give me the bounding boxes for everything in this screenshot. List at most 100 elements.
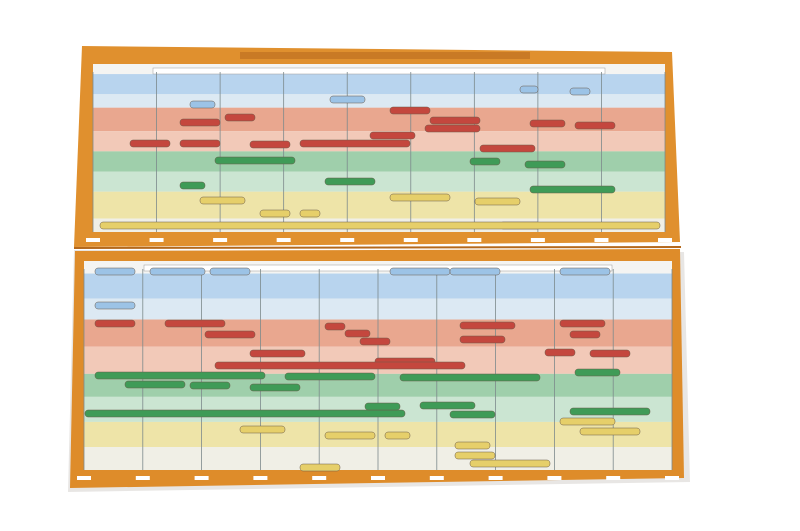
event-bar xyxy=(474,197,521,206)
event-bar xyxy=(99,221,661,230)
event-bar xyxy=(299,463,341,472)
event-bar xyxy=(199,196,246,205)
event-bar xyxy=(524,160,566,169)
event-bar xyxy=(359,337,391,346)
band xyxy=(93,107,665,132)
event-bar xyxy=(259,209,291,218)
event-bar xyxy=(344,329,371,338)
event-bar xyxy=(469,157,501,166)
event-bar xyxy=(249,383,301,392)
event-bar xyxy=(579,427,641,436)
event-bar xyxy=(214,156,296,165)
event-bar xyxy=(324,177,376,186)
event-bar xyxy=(449,267,501,276)
column-tab xyxy=(213,238,228,242)
event-bar xyxy=(419,401,476,410)
event-bar xyxy=(164,319,226,328)
column-tab xyxy=(665,476,679,480)
event-bar xyxy=(284,372,376,381)
event-bar xyxy=(459,321,516,330)
event-bar xyxy=(569,407,651,416)
event-bar xyxy=(399,373,541,382)
upper-chart xyxy=(86,52,672,242)
event-bar xyxy=(569,87,591,96)
event-bar xyxy=(459,335,506,344)
band xyxy=(93,191,665,219)
event-bar xyxy=(329,95,366,104)
band xyxy=(93,94,665,108)
event-bar xyxy=(424,124,481,133)
event-bar xyxy=(449,410,496,419)
event-bar xyxy=(479,144,536,153)
column-tab xyxy=(253,476,268,480)
column-tab xyxy=(467,238,482,242)
column-tab xyxy=(77,476,91,480)
column-tab xyxy=(594,238,609,242)
event-bar xyxy=(189,100,216,109)
event-bar xyxy=(559,417,616,426)
column-tab xyxy=(312,476,327,480)
event-bar xyxy=(324,431,376,440)
event-bar xyxy=(204,330,256,339)
event-bar xyxy=(389,267,451,276)
event-bar xyxy=(429,116,481,125)
column-tab xyxy=(530,238,545,242)
event-bar xyxy=(529,185,616,194)
event-bar xyxy=(94,301,136,310)
column-tab xyxy=(429,476,444,480)
column-tab xyxy=(135,476,150,480)
event-bar xyxy=(454,441,491,450)
event-bar xyxy=(239,425,286,434)
event-bar xyxy=(124,380,186,389)
title-strip xyxy=(240,52,530,59)
fold-line xyxy=(73,246,682,249)
column-tab xyxy=(658,238,672,242)
column-tab xyxy=(340,238,355,242)
event-bar xyxy=(519,85,539,94)
event-bar xyxy=(94,371,266,380)
event-bar xyxy=(179,181,206,190)
band xyxy=(93,171,665,192)
event-bar xyxy=(84,409,406,418)
event-bar xyxy=(94,267,136,276)
event-bar xyxy=(574,121,616,130)
event-bar xyxy=(544,348,576,357)
lower-chart xyxy=(77,261,679,480)
event-bar xyxy=(389,106,431,115)
event-bar xyxy=(299,139,411,148)
event-bar xyxy=(224,113,256,122)
event-bar xyxy=(469,459,551,468)
event-bar xyxy=(369,131,416,140)
event-bar xyxy=(559,319,606,328)
event-bar xyxy=(149,267,206,276)
event-bar xyxy=(574,368,621,377)
event-bar xyxy=(129,139,171,148)
column-tab xyxy=(149,238,164,242)
event-bar xyxy=(389,193,451,202)
event-bar xyxy=(569,330,601,339)
event-bar xyxy=(209,267,251,276)
event-bar xyxy=(324,322,346,331)
column-tab xyxy=(547,476,562,480)
event-bar xyxy=(559,267,611,276)
column-tab xyxy=(371,476,385,480)
event-bar xyxy=(589,349,631,358)
event-bar xyxy=(454,451,496,460)
column-tab xyxy=(488,476,503,480)
event-bar xyxy=(299,209,321,218)
event-bar xyxy=(364,402,401,411)
event-bar xyxy=(249,140,291,149)
event-bar xyxy=(179,139,221,148)
column-tab xyxy=(403,238,418,242)
column-tab xyxy=(194,476,209,480)
event-bar xyxy=(94,319,136,328)
column-tab xyxy=(606,476,621,480)
header-strip xyxy=(152,67,606,75)
column-tab xyxy=(276,238,291,242)
event-bar xyxy=(189,381,231,390)
event-bar xyxy=(249,349,306,358)
event-bar xyxy=(384,431,411,440)
event-bar xyxy=(214,361,466,370)
column-tab xyxy=(86,238,100,242)
